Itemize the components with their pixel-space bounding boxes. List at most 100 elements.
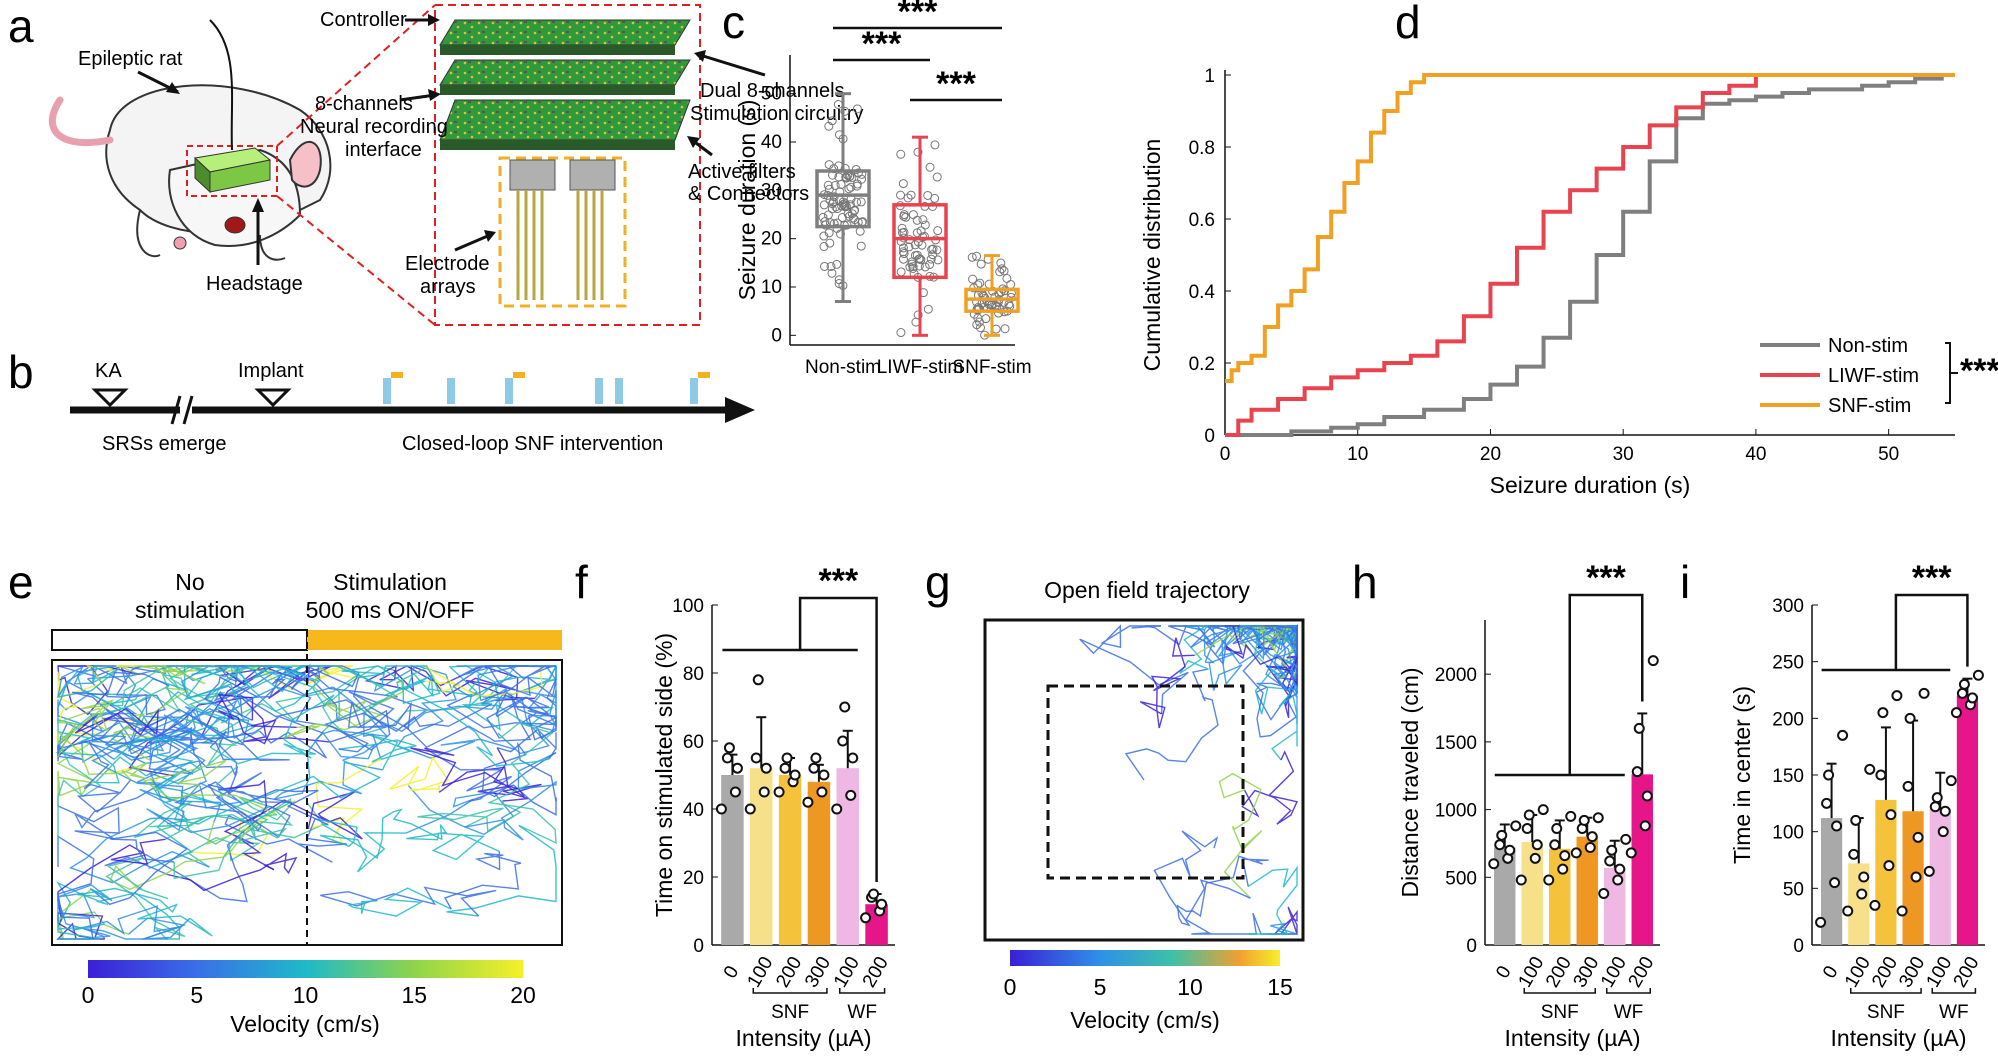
y-axis-label: Seizure duration (s) — [734, 100, 760, 301]
data-point — [1875, 769, 1887, 781]
data-point — [752, 674, 764, 686]
data-point — [837, 735, 849, 747]
data-point — [1612, 874, 1624, 886]
data-point — [843, 209, 853, 219]
group-label-wf: WF — [1939, 1002, 1969, 1023]
trajectory-segment — [347, 677, 412, 730]
data-point — [1885, 809, 1897, 821]
y-tick-label: 20 — [761, 229, 782, 250]
x-tick-label: 10 — [1347, 444, 1368, 465]
data-point — [1950, 707, 1962, 719]
trajectory-segment — [57, 707, 159, 757]
data-point — [972, 320, 982, 330]
trajectory-segment — [1264, 623, 1298, 667]
trajectory-segment — [179, 685, 280, 741]
x-axis-label: Intensity (µA) — [1505, 1025, 1641, 1051]
y-axis-label: Time in center (s) — [1729, 686, 1755, 864]
y-tick-label: 20 — [683, 868, 704, 889]
trajectory-segment — [320, 886, 497, 917]
significance-stars: *** — [1960, 352, 1998, 390]
trajectory-segment — [57, 699, 115, 758]
y-tick-label: 0.6 — [1189, 210, 1215, 231]
data-point — [994, 308, 1004, 318]
trajectory-segment — [56, 741, 96, 806]
data-point — [802, 796, 814, 808]
x-tick-label: 100 — [1514, 953, 1548, 991]
no-stim-bar — [51, 629, 308, 651]
data-point — [1578, 814, 1590, 826]
trajectory-segment — [324, 703, 493, 753]
colorbar-g-tick: 0 — [1004, 974, 1017, 1000]
data-point — [920, 220, 930, 230]
data-point — [1006, 292, 1016, 302]
data-point — [1815, 916, 1827, 928]
stim-bar — [307, 630, 562, 650]
colorbar-g — [1010, 950, 1280, 966]
panel-letter-e: e — [8, 556, 34, 608]
data-point — [923, 190, 933, 200]
trajectory-segment — [160, 759, 382, 825]
data-point — [898, 254, 908, 264]
label-stim-1: Stimulation — [333, 569, 447, 595]
data-point — [1494, 839, 1506, 851]
data-point — [834, 172, 844, 182]
label-stim-2: Stimulation circuitry — [690, 103, 863, 125]
trajectory-segment — [389, 756, 450, 793]
label-closed-loop: Closed-loop SNF intervention — [402, 433, 663, 455]
x-tick-label: 0 — [1220, 444, 1231, 465]
x-tick-label: 30 — [1613, 444, 1634, 465]
trajectory-segment — [522, 690, 557, 732]
data-point — [976, 259, 986, 269]
bar — [1956, 695, 1979, 945]
data-point — [819, 242, 829, 252]
data-point — [868, 888, 880, 900]
x-tick-label: 0 — [1492, 962, 1515, 982]
x-tick-label: 300 — [801, 953, 835, 991]
x-tick-label: 100 — [743, 953, 777, 991]
data-point — [923, 304, 933, 314]
data-point — [1604, 855, 1616, 867]
data-point — [1529, 852, 1541, 864]
data-point — [1521, 823, 1533, 835]
trajectory-segment — [231, 665, 398, 720]
data-point — [744, 803, 756, 815]
group-bracket-wf — [1931, 988, 1977, 994]
significance-stars: *** — [862, 25, 902, 63]
trajectory-segment — [104, 819, 258, 903]
label-neural-3: interface — [345, 139, 422, 161]
data-point — [729, 786, 741, 798]
label-controller: Controller — [320, 9, 407, 31]
trajectory-segment — [1241, 750, 1298, 825]
data-point — [907, 259, 917, 269]
bar — [807, 781, 831, 945]
chart-h: h 0 500 1000 1500 2000 Distance traveled (cm) 0… — [1352, 556, 1660, 1051]
bar — [836, 768, 859, 945]
y-tick-label: 100 — [1772, 823, 1804, 844]
trajectory-segment — [118, 665, 206, 685]
data-point — [819, 200, 829, 210]
data-point — [1931, 792, 1943, 804]
trajectory-segment — [218, 779, 275, 871]
y-tick-label: 150 — [1772, 766, 1804, 787]
trajectory-segment — [76, 741, 132, 813]
data-point — [926, 254, 936, 264]
panel-letter-f: f — [575, 556, 588, 608]
data-point — [1856, 888, 1868, 900]
label-electrode-2: arrays — [420, 276, 476, 298]
data-point — [912, 215, 922, 225]
trajectory-segment — [246, 791, 363, 840]
y-tick-label: 0 — [693, 936, 704, 957]
tether-cable — [209, 19, 234, 151]
data-point — [995, 267, 1005, 277]
x-tick-label: 200 — [1542, 953, 1576, 991]
trajectory-segment — [485, 696, 557, 741]
label-filters-2: & Connectors — [688, 183, 809, 205]
trajectory-segment — [224, 815, 347, 863]
trajectory-segment — [322, 667, 426, 732]
data-point — [1549, 839, 1561, 851]
data-point — [758, 786, 770, 798]
trajectory-segment — [1218, 772, 1263, 899]
data-point — [925, 260, 935, 270]
